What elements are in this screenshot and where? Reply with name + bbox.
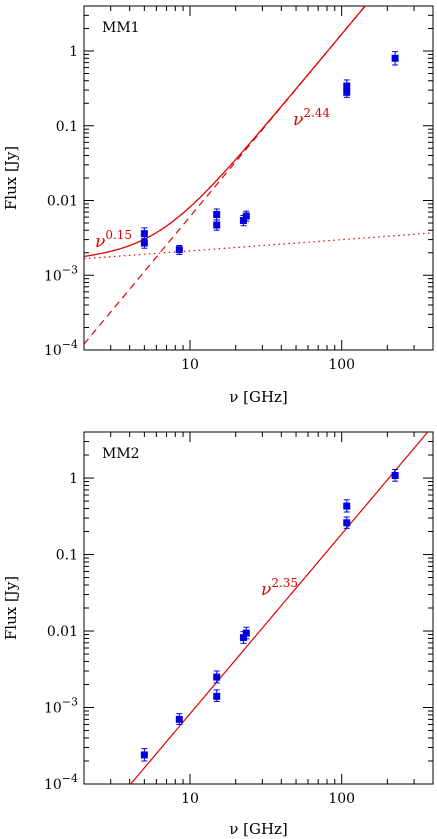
panel-label: MM1 <box>102 20 140 36</box>
power-law-label: ν2.44 <box>293 106 330 130</box>
y-tick-label: 0.01 <box>47 624 78 640</box>
x-tick-label: 10 <box>181 357 199 373</box>
data-point <box>213 692 221 700</box>
data-point <box>140 239 148 247</box>
power-law-solid-line <box>129 432 429 784</box>
data-point <box>391 471 399 479</box>
x-axis-label: ν [GHz] <box>229 820 288 838</box>
power-law-dotted-line <box>84 232 433 260</box>
y-tick-label: 0.1 <box>56 548 78 564</box>
x-tick-label: 10 <box>181 791 199 807</box>
panel-label: MM2 <box>102 446 140 462</box>
data-point <box>391 54 399 62</box>
data-point <box>242 629 250 637</box>
chart-panel-2: 10 100 10−4 10−3 0.01 0.1 1 ν [GHz] Flux [Jy] MM2… <box>2 431 434 838</box>
data-point <box>343 82 351 90</box>
x-axis-label: ν [GHz] <box>229 388 288 406</box>
data-point <box>242 212 250 220</box>
y-tick-label: 0.1 <box>56 119 78 135</box>
data-point <box>140 230 148 238</box>
data-point <box>239 217 247 225</box>
power-law-label: ν2.35 <box>261 576 298 600</box>
data-point <box>239 634 247 642</box>
y-tick-label: 10−3 <box>44 263 78 284</box>
x-tick-label: 100 <box>328 791 355 807</box>
data-point <box>213 221 221 229</box>
total-model-line <box>84 6 366 258</box>
plot-frame <box>83 431 434 785</box>
y-tick-label: 1 <box>69 471 78 487</box>
y-axis-label: Flux [Jy] <box>2 146 20 210</box>
data-point <box>213 673 221 681</box>
data-point <box>343 502 351 510</box>
y-tick-label: 1 <box>69 44 78 60</box>
chart-panel-1: 10 100 10−4 10−3 0.01 0.1 1 ν [GHz] Flux [Jy] MM1… <box>2 5 434 406</box>
y-axis-label: Flux [Jy] <box>2 576 20 640</box>
y-tick-label: 10−4 <box>44 772 78 793</box>
model-curves <box>129 432 429 784</box>
plot-frame <box>83 5 434 351</box>
y-tick-label: 0.01 <box>47 194 78 210</box>
model-curves <box>84 6 433 345</box>
power-law-dashed-line <box>84 6 366 345</box>
data-point <box>213 210 221 218</box>
data-point <box>343 88 351 96</box>
data-point <box>175 715 183 723</box>
data-point <box>175 246 183 254</box>
power-law-label: ν0.15 <box>95 228 132 252</box>
data-point <box>343 519 351 527</box>
y-tick-label: 10−3 <box>44 696 78 717</box>
y-tick-label: 10−4 <box>44 338 78 359</box>
x-tick-label: 100 <box>328 357 355 373</box>
data-point <box>140 751 148 759</box>
